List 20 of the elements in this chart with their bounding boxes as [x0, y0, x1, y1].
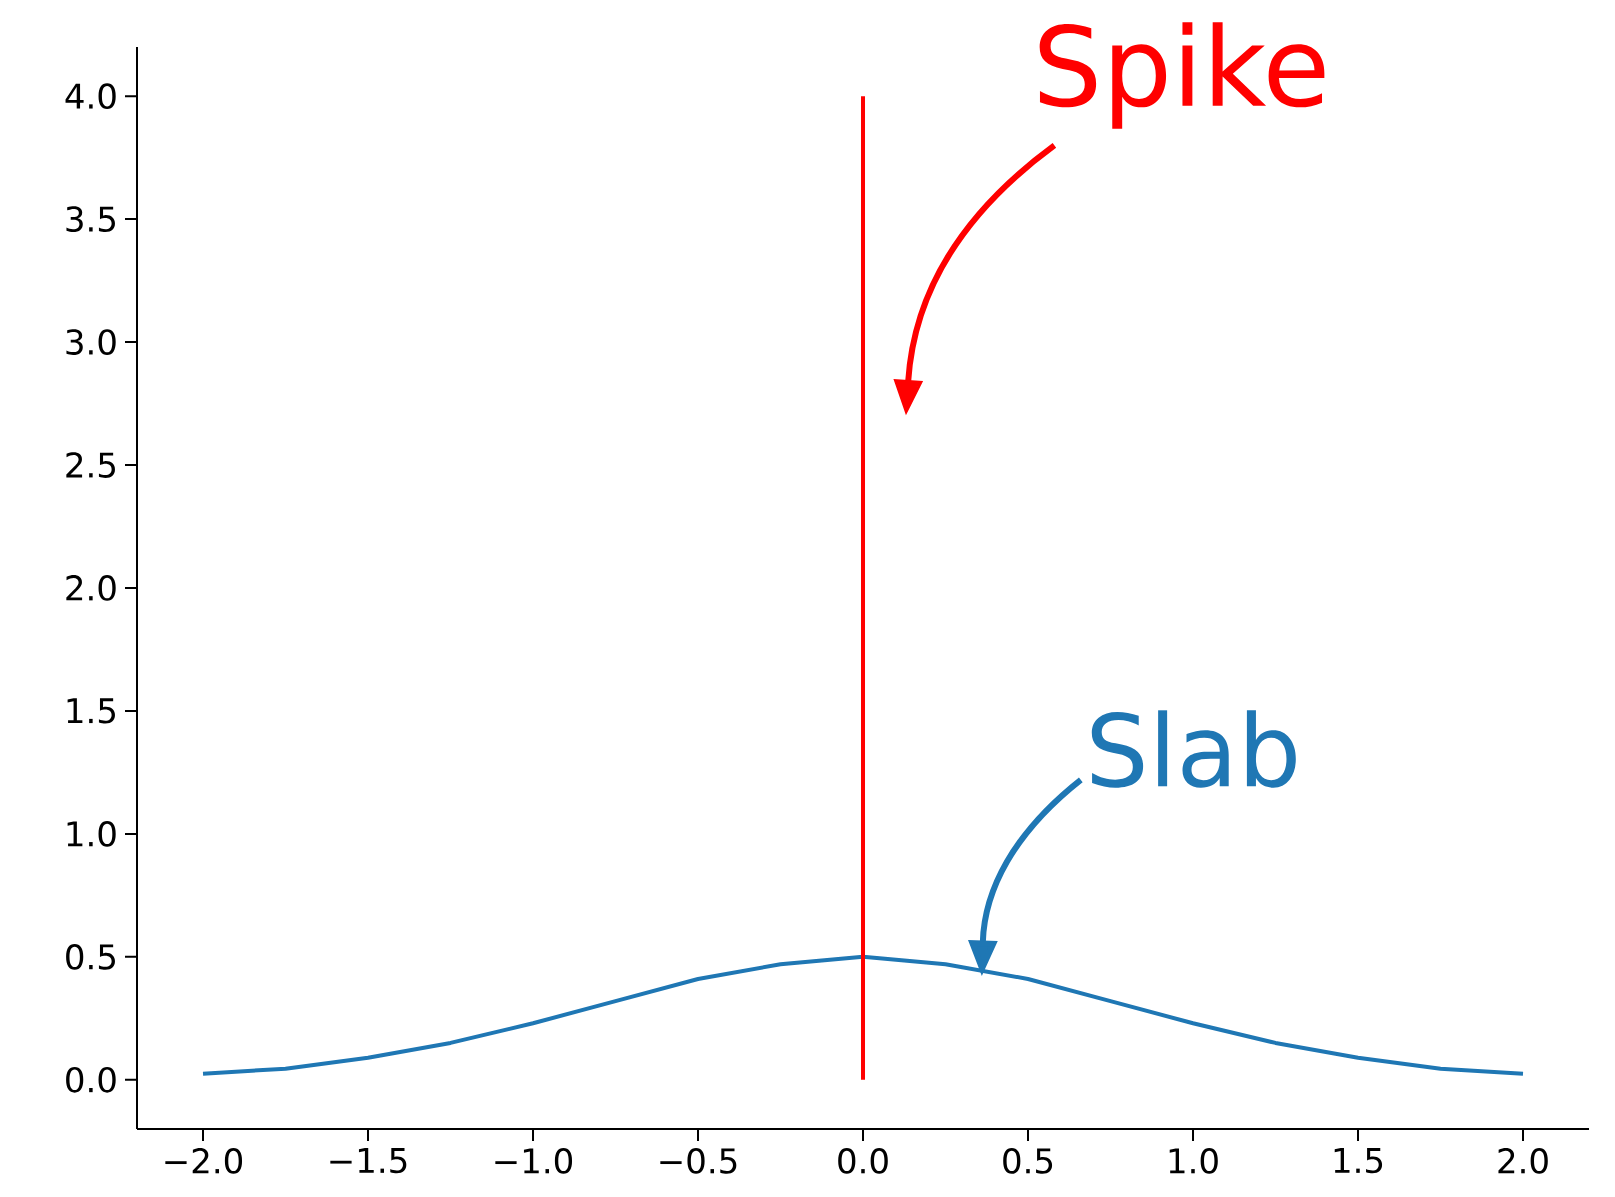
y-tick-label: 3.5: [66, 206, 115, 232]
y-tick-label: 0.0: [66, 1066, 116, 1093]
annotation: Slab: [1091, 710, 1296, 788]
y-tick-label: 0.5: [66, 943, 115, 970]
y-tick-label: 3.0: [66, 329, 116, 355]
x-tick-label: 2.0: [1498, 1148, 1548, 1174]
x-tick-label: 1.0: [1169, 1148, 1218, 1174]
x-tick-label: 0.5: [1003, 1148, 1053, 1174]
y-tick-label: 1.5: [67, 698, 115, 724]
x-tick-label: −0.5: [660, 1148, 737, 1174]
x-tick-label: −1.5: [330, 1148, 407, 1174]
y-tick-label: 2.5: [66, 452, 115, 478]
annotation: Spike: [1039, 22, 1325, 129]
x-tick-label: 1.5: [1334, 1148, 1383, 1174]
x-tick-label: −2.0: [165, 1148, 243, 1174]
y-tick-label: 1.0: [67, 821, 116, 847]
x-tick-label: 0.0: [838, 1148, 888, 1174]
x-tick-label: −1.0: [495, 1148, 573, 1174]
y-tick-label: 2.0: [66, 575, 116, 601]
y-tick-label: 4.0: [65, 83, 116, 110]
